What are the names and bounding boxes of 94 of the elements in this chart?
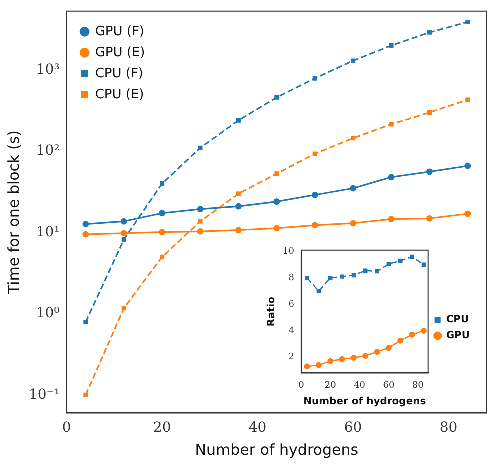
point bbox=[274, 95, 280, 100]
legend-label: CPU (E) bbox=[95, 87, 144, 102]
x-tick-label: 40 bbox=[248, 420, 267, 436]
point bbox=[398, 258, 403, 264]
point bbox=[312, 222, 318, 229]
point bbox=[362, 353, 369, 360]
point bbox=[305, 276, 310, 280]
point bbox=[375, 269, 380, 274]
point bbox=[426, 215, 433, 222]
x-axis-title: Number of hydrogens bbox=[304, 396, 426, 408]
point bbox=[350, 220, 357, 227]
point bbox=[304, 364, 310, 370]
point bbox=[236, 203, 242, 210]
point bbox=[197, 206, 204, 213]
point bbox=[120, 230, 128, 237]
legend-label: CPU bbox=[446, 314, 470, 326]
point bbox=[427, 30, 432, 35]
point bbox=[464, 210, 472, 218]
y-tick-label: 10⁻¹ bbox=[28, 386, 60, 403]
point bbox=[388, 174, 395, 181]
point bbox=[350, 355, 357, 362]
point bbox=[198, 219, 203, 224]
point bbox=[464, 162, 472, 170]
x-tick-label: 80 bbox=[440, 420, 458, 436]
point bbox=[122, 237, 126, 242]
point bbox=[386, 262, 392, 266]
y-axis-title: Ratio bbox=[266, 296, 278, 327]
point bbox=[388, 216, 395, 223]
y-tick-label: 10² bbox=[36, 143, 60, 160]
x-tick-label: 40 bbox=[354, 380, 366, 391]
point bbox=[122, 306, 126, 311]
y-tick-label: 10¹ bbox=[36, 224, 60, 240]
point bbox=[312, 192, 318, 198]
x-tick-label: 20 bbox=[324, 380, 337, 391]
legend-label: GPU (F) bbox=[95, 24, 145, 40]
x-axis-title: Number of hydrogens bbox=[195, 440, 359, 459]
point bbox=[312, 76, 318, 81]
x-tick-label: 60 bbox=[344, 420, 362, 436]
point bbox=[236, 227, 242, 234]
point bbox=[466, 20, 470, 24]
x-tick-label: 80 bbox=[412, 380, 424, 391]
point bbox=[198, 146, 203, 150]
point bbox=[197, 228, 204, 235]
point bbox=[427, 110, 432, 115]
point bbox=[339, 356, 346, 362]
y-tick-label: 10 bbox=[283, 247, 295, 258]
point bbox=[274, 198, 280, 206]
point bbox=[466, 98, 470, 102]
point bbox=[316, 362, 322, 368]
point bbox=[350, 185, 357, 192]
y-tick-label: 10⁰ bbox=[36, 306, 60, 322]
point bbox=[420, 328, 427, 334]
point bbox=[274, 172, 280, 176]
point bbox=[351, 58, 356, 64]
legend-label: CPU (F) bbox=[95, 66, 144, 82]
point bbox=[274, 225, 280, 232]
point bbox=[351, 136, 356, 141]
x-tick-label: 20 bbox=[153, 420, 172, 436]
legend-label: GPU (E) bbox=[95, 45, 146, 60]
point bbox=[340, 274, 344, 279]
point bbox=[120, 218, 128, 225]
point bbox=[386, 345, 392, 352]
y-tick-label: 2 bbox=[288, 352, 294, 363]
point bbox=[160, 182, 165, 186]
y-axis-title: Time for one block (s) bbox=[4, 130, 23, 296]
point bbox=[316, 289, 322, 294]
point bbox=[159, 210, 166, 217]
point bbox=[364, 268, 368, 273]
point bbox=[236, 118, 241, 123]
point bbox=[374, 349, 380, 356]
point bbox=[328, 358, 334, 364]
y-tick-label: 4 bbox=[288, 326, 295, 336]
x-tick-label: 0 bbox=[298, 380, 305, 391]
point bbox=[426, 168, 433, 176]
point bbox=[84, 392, 88, 398]
point bbox=[410, 254, 414, 260]
point bbox=[312, 152, 318, 156]
point bbox=[82, 221, 90, 228]
y-tick-label: 8 bbox=[288, 273, 295, 284]
x-tick-label: 60 bbox=[383, 380, 395, 391]
y-tick-label: 10³ bbox=[36, 62, 60, 78]
y-tick-label: 6 bbox=[288, 300, 295, 310]
point bbox=[160, 254, 165, 260]
x-tick-label: 0 bbox=[62, 420, 72, 436]
point bbox=[236, 192, 241, 196]
point bbox=[82, 231, 90, 238]
point bbox=[84, 320, 88, 325]
point bbox=[159, 229, 166, 236]
point bbox=[389, 44, 394, 48]
point bbox=[328, 276, 333, 280]
point bbox=[398, 338, 404, 344]
legend-label: GPU bbox=[446, 330, 470, 342]
point bbox=[409, 332, 416, 338]
point bbox=[389, 122, 394, 127]
